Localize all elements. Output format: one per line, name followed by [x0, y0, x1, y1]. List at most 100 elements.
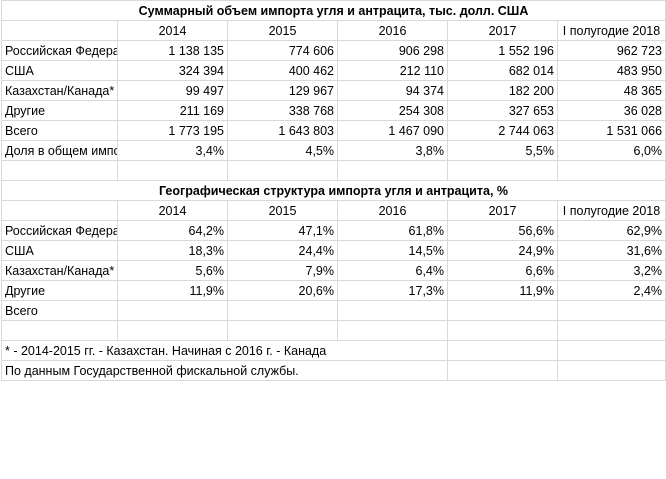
empty-cell[interactable]: [1, 320, 118, 341]
cell-value[interactable]: [227, 300, 338, 321]
cell-value[interactable]: 99 497: [117, 80, 228, 101]
cell-value[interactable]: 682 014: [447, 60, 558, 81]
cell-value[interactable]: 48 365: [556, 80, 666, 101]
empty-cell[interactable]: [556, 320, 666, 341]
table2-title[interactable]: Географическая структура импорта угля и …: [0, 180, 666, 201]
cell-value[interactable]: 327 653: [447, 100, 558, 121]
row-label[interactable]: Казахстан/Канада*: [1, 80, 118, 101]
row-label[interactable]: Другие: [1, 280, 118, 301]
cell-value[interactable]: 1 773 195: [117, 120, 228, 141]
empty-cell[interactable]: [447, 360, 558, 381]
cell-value[interactable]: 3,2%: [556, 260, 666, 281]
row-label[interactable]: Всего: [1, 300, 118, 321]
table2-header-2015[interactable]: 2015: [227, 200, 338, 221]
empty-cell[interactable]: [556, 160, 666, 181]
empty-cell[interactable]: [447, 160, 558, 181]
table-row: США 18,3% 24,4% 14,5% 24,9% 31,6%: [1, 240, 666, 261]
cell-value[interactable]: 129 967: [227, 80, 338, 101]
empty-cell[interactable]: [447, 340, 558, 361]
cell-value[interactable]: 31,6%: [556, 240, 666, 261]
row-label[interactable]: Российская Федерация: [1, 220, 118, 241]
cell-value[interactable]: 254 308: [337, 100, 448, 121]
cell-value[interactable]: [117, 300, 228, 321]
row-label[interactable]: Другие: [1, 100, 118, 121]
table2-header-2014[interactable]: 2014: [117, 200, 228, 221]
table2-header-h1-2018[interactable]: I полугодие 2018: [556, 200, 666, 221]
cell-value[interactable]: 94 374: [337, 80, 448, 101]
table1-header-2015[interactable]: 2015: [227, 20, 338, 41]
empty-cell[interactable]: [227, 320, 338, 341]
cell-value[interactable]: 56,6%: [447, 220, 558, 241]
cell-value[interactable]: 3,4%: [117, 140, 228, 161]
cell-value[interactable]: 18,3%: [117, 240, 228, 261]
table1-header-corner[interactable]: [1, 20, 118, 41]
cell-value[interactable]: 5,6%: [117, 260, 228, 281]
cell-value[interactable]: 6,4%: [337, 260, 448, 281]
cell-value[interactable]: 11,9%: [447, 280, 558, 301]
table1-title[interactable]: Суммарный объем импорта угля и антрацита…: [0, 0, 666, 21]
row-label[interactable]: Доля в общем импорте: [1, 140, 118, 161]
cell-value[interactable]: [556, 300, 666, 321]
table1-header-2016[interactable]: 2016: [337, 20, 448, 41]
cell-value[interactable]: [447, 300, 558, 321]
cell-value[interactable]: 324 394: [117, 60, 228, 81]
cell-value[interactable]: 5,5%: [447, 140, 558, 161]
cell-value[interactable]: 6,6%: [447, 260, 558, 281]
cell-value[interactable]: 212 110: [337, 60, 448, 81]
table-row: США 324 394 400 462 212 110 682 014 483 …: [1, 60, 666, 81]
empty-cell[interactable]: [117, 320, 228, 341]
table2-header-2017[interactable]: 2017: [447, 200, 558, 221]
cell-value[interactable]: 774 606: [227, 40, 338, 61]
table1-header-h1-2018[interactable]: I полугодие 2018: [556, 20, 666, 41]
cell-value[interactable]: 1 552 196: [447, 40, 558, 61]
footnote-country-change[interactable]: * - 2014-2015 гг. - Казахстан. Начиная с…: [1, 340, 448, 361]
row-label[interactable]: США: [1, 60, 118, 81]
cell-value[interactable]: 36 028: [556, 100, 666, 121]
cell-value[interactable]: 182 200: [447, 80, 558, 101]
cell-value[interactable]: 4,5%: [227, 140, 338, 161]
empty-cell[interactable]: [227, 160, 338, 181]
cell-value[interactable]: 211 169: [117, 100, 228, 121]
cell-value[interactable]: 6,0%: [556, 140, 666, 161]
table1-header-2017[interactable]: 2017: [447, 20, 558, 41]
cell-value[interactable]: 400 462: [227, 60, 338, 81]
cell-value[interactable]: 1 643 803: [227, 120, 338, 141]
cell-value[interactable]: 338 768: [227, 100, 338, 121]
table2-header-corner[interactable]: [1, 200, 118, 221]
cell-value[interactable]: 24,9%: [447, 240, 558, 261]
cell-value[interactable]: 2,4%: [556, 280, 666, 301]
cell-value[interactable]: 1 531 066: [556, 120, 666, 141]
cell-value[interactable]: 47,1%: [227, 220, 338, 241]
cell-value[interactable]: 3,8%: [337, 140, 448, 161]
footnote-source[interactable]: По данным Государственной фискальной слу…: [1, 360, 448, 381]
cell-value[interactable]: 7,9%: [227, 260, 338, 281]
cell-value[interactable]: 962 723: [556, 40, 666, 61]
cell-value[interactable]: 1 138 135: [117, 40, 228, 61]
row-label[interactable]: Всего: [1, 120, 118, 141]
cell-value[interactable]: 64,2%: [117, 220, 228, 241]
empty-cell[interactable]: [447, 320, 558, 341]
empty-cell[interactable]: [337, 320, 448, 341]
row-label[interactable]: Российская Федерация: [1, 40, 118, 61]
cell-value[interactable]: 2 744 063: [447, 120, 558, 141]
cell-value[interactable]: [337, 300, 448, 321]
cell-value[interactable]: 483 950: [556, 60, 666, 81]
cell-value[interactable]: 24,4%: [227, 240, 338, 261]
empty-cell[interactable]: [117, 160, 228, 181]
cell-value[interactable]: 20,6%: [227, 280, 338, 301]
empty-cell[interactable]: [556, 360, 666, 381]
empty-cell[interactable]: [337, 160, 448, 181]
cell-value[interactable]: 61,8%: [337, 220, 448, 241]
row-label[interactable]: Казахстан/Канада*: [1, 260, 118, 281]
cell-value[interactable]: 14,5%: [337, 240, 448, 261]
cell-value[interactable]: 1 467 090: [337, 120, 448, 141]
cell-value[interactable]: 17,3%: [337, 280, 448, 301]
row-label[interactable]: США: [1, 240, 118, 261]
cell-value[interactable]: 906 298: [337, 40, 448, 61]
empty-cell[interactable]: [1, 160, 118, 181]
cell-value[interactable]: 11,9%: [117, 280, 228, 301]
table1-header-2014[interactable]: 2014: [117, 20, 228, 41]
table2-header-2016[interactable]: 2016: [337, 200, 448, 221]
cell-value[interactable]: 62,9%: [556, 220, 666, 241]
empty-cell[interactable]: [556, 340, 666, 361]
